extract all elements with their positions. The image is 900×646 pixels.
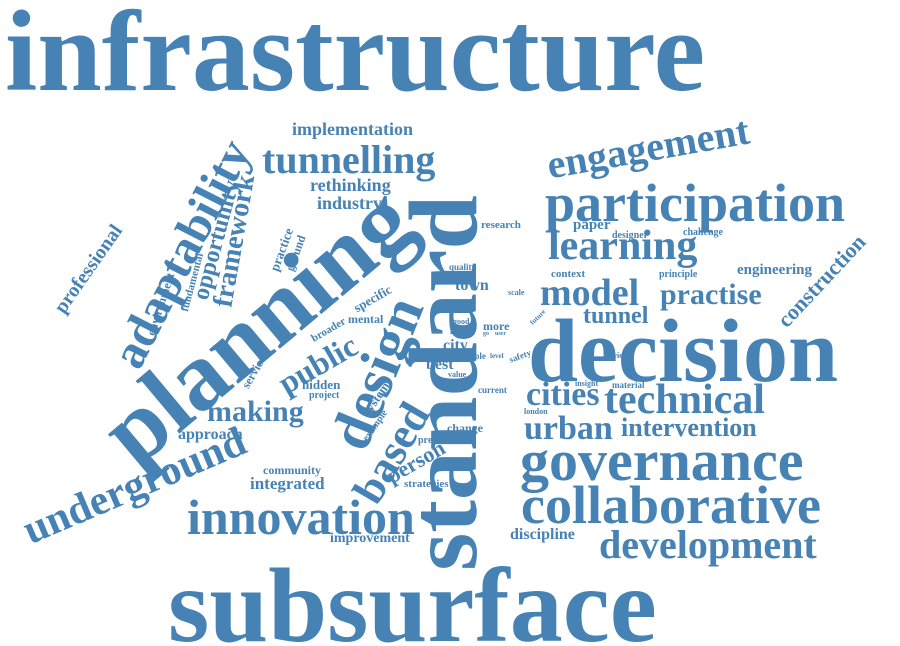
word-practise: practise: [660, 278, 762, 311]
word-more: more: [483, 319, 510, 333]
word-role: role: [471, 351, 486, 361]
word-professional: professional: [49, 220, 128, 318]
word-current: current: [478, 385, 507, 395]
word-subsurface: subsurface: [168, 547, 657, 646]
word-thesis: thesis: [444, 379, 464, 388]
word-participation: participation: [545, 173, 846, 233]
word-level: level: [490, 352, 504, 360]
word-go: go: [483, 331, 489, 337]
word-decision: decision: [528, 302, 839, 401]
word-london: london: [524, 407, 548, 416]
word-material: material: [612, 380, 645, 390]
word-tunnel: tunnel: [583, 303, 649, 329]
word-tunnelling: tunnelling: [262, 137, 436, 182]
word-integrated: integrated: [250, 474, 325, 493]
word-intervention: intervention: [621, 413, 757, 442]
word-learning: learning: [548, 223, 698, 269]
word-scale: scale: [508, 288, 525, 297]
word-context: context: [551, 268, 586, 280]
word-strategies: strategies: [404, 478, 449, 490]
word-quality: quality: [449, 262, 477, 272]
word-mental: mental: [348, 312, 384, 326]
word-innovation: innovation: [187, 489, 415, 545]
word-community: community: [263, 463, 321, 477]
word-cities: cities: [526, 376, 600, 413]
word-present: present: [418, 435, 450, 446]
word-infrastructure: infrastructure: [5, 0, 706, 116]
word-improvement: improvement: [330, 531, 410, 546]
word-rethinking: rethinking: [310, 175, 391, 195]
word-good: good: [453, 317, 470, 326]
word-change: change: [447, 421, 483, 435]
word-challenge: challenge: [683, 227, 723, 238]
word-approach: approach: [178, 426, 243, 443]
word-project: project: [309, 390, 340, 401]
word-development: development: [599, 522, 817, 567]
word-discipline: discipline: [510, 526, 575, 543]
word-model: model: [540, 272, 640, 314]
word-engineering: engineering: [737, 262, 812, 278]
word-technical: technical: [604, 377, 765, 423]
word-insight: insight: [575, 379, 599, 388]
word-user: user: [495, 331, 506, 337]
word-review: review: [606, 351, 629, 360]
word-principle: principle: [659, 269, 698, 280]
word-collaborative: collaborative: [521, 475, 821, 535]
word-best: best: [426, 356, 454, 373]
word-research: research: [481, 219, 521, 231]
word-designer: designer: [612, 230, 649, 241]
word-making: making: [207, 395, 304, 428]
word-town: town: [455, 277, 489, 294]
word-implementation: implementation: [292, 119, 413, 139]
word-hidden: hidden: [302, 377, 341, 392]
word-urban: urban: [524, 410, 613, 447]
word-value: value: [448, 370, 467, 379]
word-local: local: [450, 326, 468, 336]
word-paper: paper: [573, 217, 611, 233]
word-industry: industry: [317, 193, 383, 213]
word-governance: governance: [520, 428, 804, 493]
word-city: city: [443, 337, 468, 354]
